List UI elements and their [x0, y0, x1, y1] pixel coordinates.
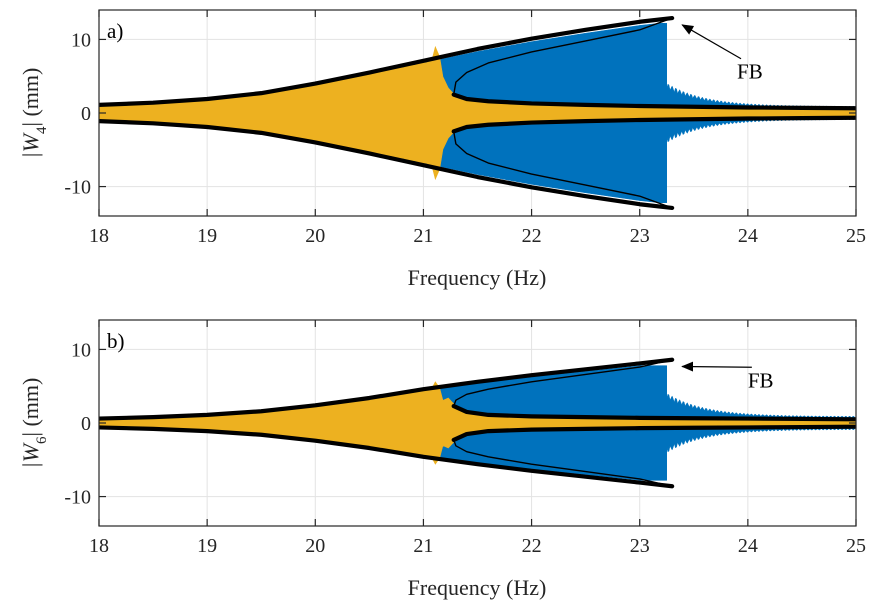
panel-label: a)	[107, 19, 123, 43]
y-axis-label-base: |W	[18, 132, 43, 158]
low-amplitude-branch-mirror	[451, 115, 856, 134]
x-tick-label: 22	[522, 535, 542, 557]
y-axis-label: |W4| (mm)	[18, 68, 50, 159]
x-tick-label: 21	[413, 535, 433, 557]
x-tick-label: 24	[738, 225, 758, 247]
stable-branch-upper	[99, 357, 675, 421]
y-axis-label-sub: 6	[34, 436, 50, 444]
backbone-curves	[99, 15, 856, 211]
fb-label: FB	[748, 368, 774, 392]
x-tick-label: 19	[197, 225, 217, 247]
ticks: 18 19 20 21 22 23 24 25 -10 0 10	[64, 10, 866, 247]
low-amplitude-branch	[451, 92, 856, 111]
unstable-branch	[453, 17, 673, 96]
x-tick-label: 20	[305, 535, 325, 557]
stable-branch-lower-mirror	[99, 118, 675, 211]
low-amplitude-branch-mirror	[451, 424, 856, 443]
x-tick-label: 18	[89, 535, 109, 557]
y-tick-label: 0	[81, 413, 91, 435]
x-tick-label: 19	[197, 535, 217, 557]
unstable-branch-mirror	[453, 439, 673, 487]
x-tick-label: 20	[305, 225, 325, 247]
x-tick-label: 18	[89, 225, 109, 247]
y-tick-label: -10	[64, 487, 91, 509]
x-tick-label: 25	[846, 225, 866, 247]
stable-branch-upper	[99, 15, 675, 108]
y-axis-label-tail: | (mm)	[18, 378, 43, 437]
y-tick-label: 10	[71, 29, 91, 51]
x-tick-label: 24	[738, 535, 758, 557]
x-tick-label: 25	[846, 535, 866, 557]
panel-label: b)	[107, 329, 125, 353]
fb-label: FB	[737, 60, 763, 84]
y-axis-label: |W6| (mm)	[18, 378, 50, 469]
y-tick-label: 0	[81, 103, 91, 125]
fb-annotation: FB	[681, 24, 763, 84]
x-tick-label: 23	[630, 225, 650, 247]
y-axis-label-tail: | (mm)	[18, 68, 43, 127]
x-tick-label: 23	[630, 535, 650, 557]
y-tick-label: -10	[64, 177, 91, 199]
panel-b: 18 19 20 21 22 23 24 25 -10 0 10 b) Frequency (Hz)…	[18, 319, 866, 600]
x-tick-label: 22	[522, 225, 542, 247]
fb-arrow	[681, 24, 742, 60]
panel-a: 18 19 20 21 22 23 24 25 -10 0 10 a) Frequency (Hz)…	[18, 9, 866, 290]
fb-annotation: FB	[681, 361, 774, 392]
x-axis-label: Frequency (Hz)	[408, 265, 547, 290]
ticks: 18 19 20 21 22 23 24 25 -10 0 10	[64, 320, 866, 557]
y-tick-label: 10	[71, 339, 91, 361]
unstable-branch-mirror	[453, 130, 673, 209]
y-axis-label-sub: 4	[34, 126, 50, 134]
stable-branch-lower-mirror	[99, 425, 675, 489]
fb-arrow	[681, 361, 752, 372]
unstable-branch	[453, 359, 673, 407]
x-tick-label: 21	[413, 225, 433, 247]
x-axis-label: Frequency (Hz)	[408, 575, 547, 600]
low-amplitude-branch	[451, 403, 856, 422]
backbone-curves	[99, 357, 856, 489]
y-axis-label-base: |W	[18, 442, 43, 468]
